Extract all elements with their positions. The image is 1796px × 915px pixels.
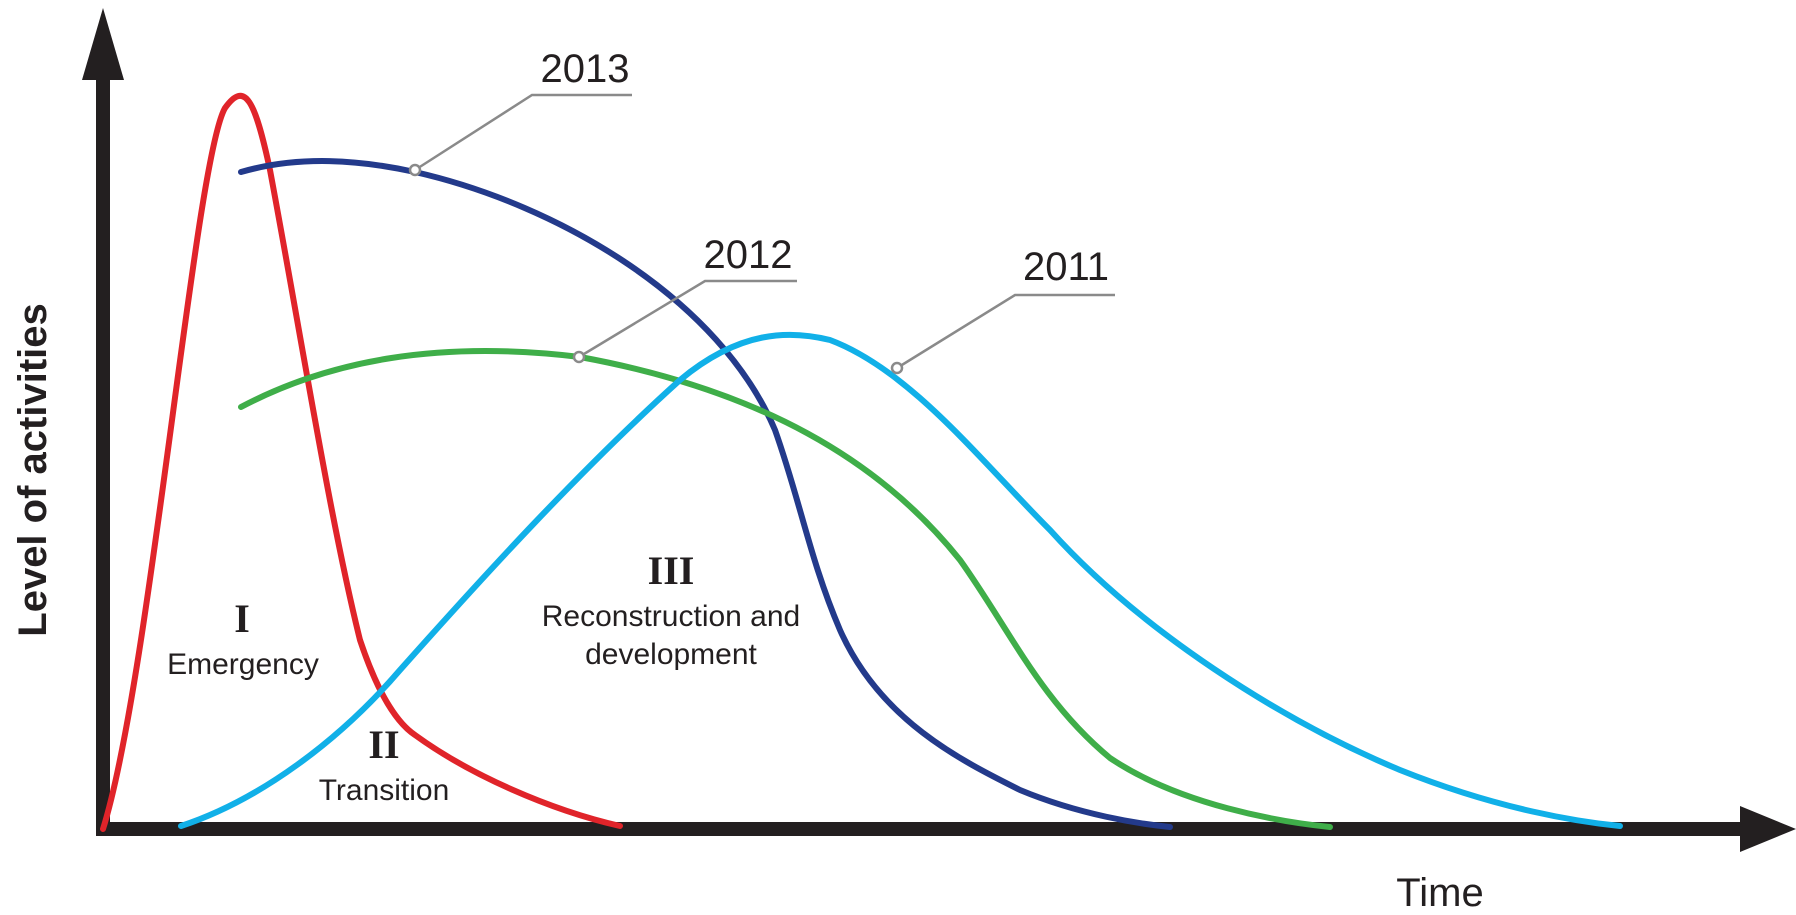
leader-dot-2011 — [890, 361, 904, 375]
phase-iii-name-line2: development — [585, 638, 757, 671]
label-2012: 2012 — [704, 233, 793, 277]
phase-i-name: Emergency — [167, 648, 319, 681]
phase-ii-numeral: II — [368, 722, 399, 767]
curves — [100, 93, 1623, 832]
year-labels: 2013 2012 2011 — [541, 47, 1110, 289]
phase-iii-name-line1: Reconstruction and — [542, 600, 801, 633]
curve-2011 — [178, 331, 1623, 829]
leader-dot-2013 — [408, 163, 422, 177]
leader-2012 — [578, 279, 797, 359]
curve-phase-i — [100, 93, 623, 832]
leader-dot-2012 — [572, 350, 586, 364]
leader-2011 — [896, 293, 1115, 370]
x-axis-title: Time — [1396, 871, 1483, 915]
leader-2013 — [414, 93, 632, 172]
phase-labels: I Emergency II Transition III Reconstruc… — [167, 548, 800, 807]
phase-ii-name: Transition — [319, 774, 450, 807]
label-2013: 2013 — [541, 47, 630, 91]
y-axis-arrow-icon — [82, 8, 124, 80]
axes — [82, 8, 1796, 852]
label-2011: 2011 — [1023, 245, 1109, 289]
phase-i-numeral: I — [234, 596, 250, 641]
phase-iii-numeral: III — [648, 548, 695, 593]
x-axis-arrow-icon — [1740, 806, 1796, 852]
curve-2012 — [238, 348, 1333, 830]
y-axis-title: Level of activities — [11, 303, 55, 636]
leaders — [408, 93, 1115, 375]
